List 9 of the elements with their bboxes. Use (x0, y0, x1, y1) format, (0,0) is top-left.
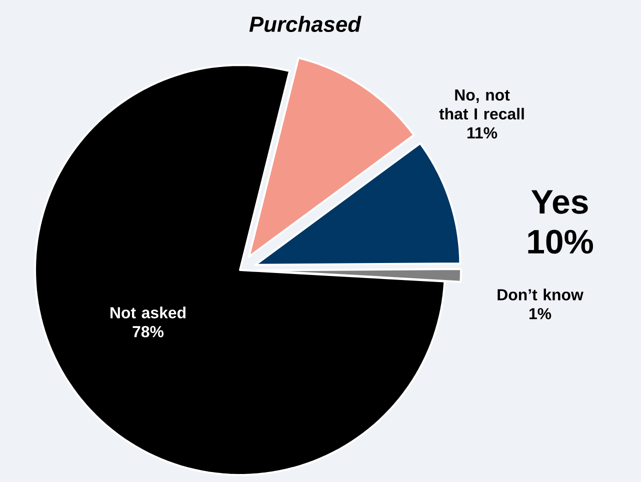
data-label: 1% (529, 308, 552, 320)
slice-label: No, not that I recall (439, 90, 524, 120)
data-label: 78% (132, 326, 164, 338)
slice-label: Yes (531, 190, 588, 214)
slice-label: Don’t know (498, 288, 584, 300)
slice-label: Not asked (110, 306, 186, 318)
chart-title: Purchased (249, 16, 362, 32)
data-label: 11% (468, 127, 498, 138)
data-label: 10% (528, 230, 594, 254)
